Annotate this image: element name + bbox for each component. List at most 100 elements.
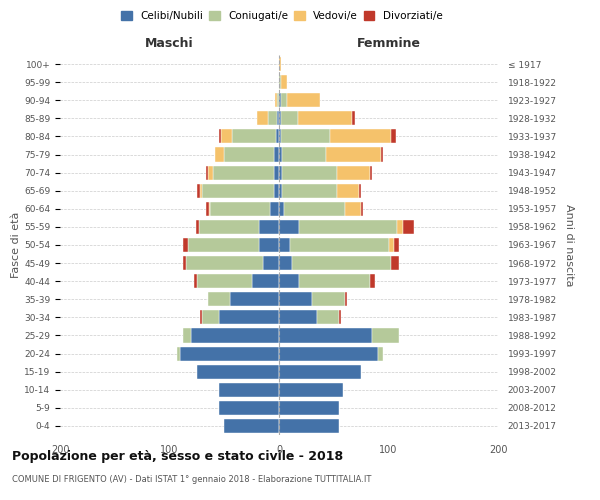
Bar	[381, 148, 383, 162]
Bar	[191, 328, 279, 342]
Bar	[206, 166, 208, 179]
Bar	[279, 292, 312, 306]
Bar	[284, 202, 345, 216]
Bar	[345, 292, 347, 306]
Text: Popolazione per età, sesso e stato civile - 2018: Popolazione per età, sesso e stato civil…	[12, 450, 343, 463]
Text: Maschi: Maschi	[145, 36, 194, 50]
Bar	[277, 93, 279, 108]
Bar	[389, 238, 394, 252]
Bar	[230, 292, 279, 306]
Bar	[279, 148, 282, 162]
Bar	[279, 184, 282, 198]
Bar	[224, 148, 274, 162]
Bar	[279, 401, 339, 415]
Bar	[279, 256, 292, 270]
Bar	[219, 310, 279, 324]
Bar	[290, 238, 389, 252]
Bar	[281, 130, 331, 143]
Bar	[279, 93, 281, 108]
Bar	[370, 166, 372, 179]
Bar	[259, 238, 279, 252]
Bar	[292, 256, 391, 270]
Bar	[279, 382, 343, 397]
Bar	[188, 238, 259, 252]
Bar	[281, 93, 287, 108]
Bar	[257, 112, 268, 126]
Bar	[377, 346, 383, 360]
Bar	[282, 166, 337, 179]
Bar	[279, 346, 377, 360]
Y-axis label: Fasce di età: Fasce di età	[11, 212, 21, 278]
Bar	[259, 220, 279, 234]
Bar	[359, 184, 361, 198]
Bar	[210, 202, 270, 216]
Bar	[287, 93, 320, 108]
Bar	[279, 274, 299, 288]
Bar	[279, 364, 361, 378]
Bar	[251, 274, 279, 288]
Bar	[202, 184, 274, 198]
Bar	[279, 112, 281, 126]
Text: Femmine: Femmine	[356, 36, 421, 50]
Bar	[370, 274, 376, 288]
Y-axis label: Anni di nascita: Anni di nascita	[563, 204, 574, 286]
Bar	[232, 130, 276, 143]
Bar	[208, 166, 214, 179]
Bar	[215, 148, 224, 162]
Bar	[274, 148, 279, 162]
Bar	[352, 112, 355, 126]
Bar	[337, 166, 370, 179]
Bar	[186, 256, 263, 270]
Bar	[263, 256, 279, 270]
Bar	[182, 328, 191, 342]
Bar	[279, 130, 281, 143]
Bar	[197, 364, 279, 378]
Bar	[208, 292, 230, 306]
Bar	[270, 202, 279, 216]
Bar	[275, 93, 277, 108]
Bar	[326, 148, 381, 162]
Bar	[277, 112, 279, 126]
Bar	[279, 328, 372, 342]
Bar	[209, 202, 210, 216]
Bar	[339, 310, 341, 324]
Bar	[274, 166, 279, 179]
Bar	[199, 220, 259, 234]
Legend: Celibi/Nubili, Coniugati/e, Vedovi/e, Divorziati/e: Celibi/Nubili, Coniugati/e, Vedovi/e, Di…	[118, 8, 446, 24]
Bar	[279, 75, 281, 89]
Bar	[219, 130, 221, 143]
Bar	[206, 202, 209, 216]
Bar	[181, 346, 279, 360]
Bar	[317, 310, 339, 324]
Bar	[213, 166, 274, 179]
Bar	[279, 57, 281, 71]
Bar	[282, 148, 326, 162]
Bar	[397, 220, 403, 234]
Bar	[281, 75, 287, 89]
Bar	[403, 220, 413, 234]
Bar	[279, 166, 282, 179]
Text: COMUNE DI FRIGENTO (AV) - Dati ISTAT 1° gennaio 2018 - Elaborazione TUTTITALIA.I: COMUNE DI FRIGENTO (AV) - Dati ISTAT 1° …	[12, 475, 371, 484]
Bar	[196, 220, 199, 234]
Bar	[197, 184, 200, 198]
Bar	[182, 238, 188, 252]
Bar	[279, 310, 317, 324]
Bar	[221, 130, 232, 143]
Bar	[182, 256, 186, 270]
Bar	[372, 328, 400, 342]
Bar	[200, 310, 202, 324]
Bar	[361, 202, 364, 216]
Bar	[177, 346, 181, 360]
Bar	[312, 292, 345, 306]
Bar	[337, 184, 359, 198]
Bar	[202, 310, 219, 324]
Bar	[282, 184, 337, 198]
Bar	[219, 401, 279, 415]
Bar	[219, 382, 279, 397]
Bar	[194, 274, 197, 288]
Bar	[279, 419, 339, 433]
Bar	[268, 112, 277, 126]
Bar	[391, 130, 396, 143]
Bar	[298, 112, 352, 126]
Bar	[276, 130, 279, 143]
